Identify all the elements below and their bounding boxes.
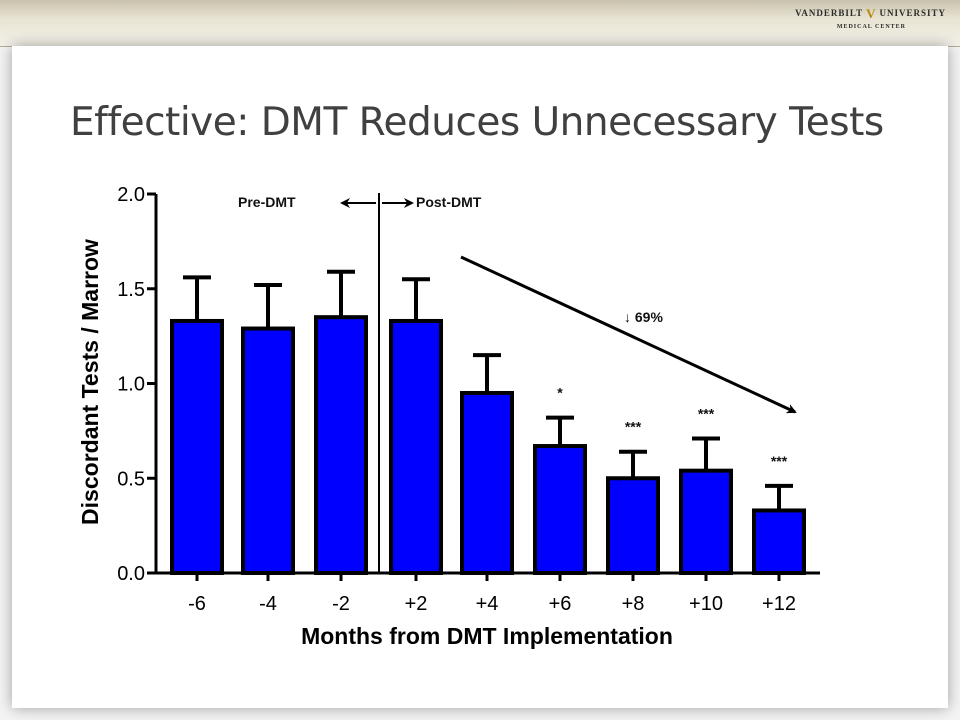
axes-layer: -6 -4 -2 +2 +4 +6 +8 +10 +12 0.0 0.5 1.0 1.5 2.0 <box>117 184 820 615</box>
x-tick-label-8: +12 <box>762 593 796 615</box>
x-tick-label-6: +8 <box>622 593 645 615</box>
x-tick-label-3: +2 <box>405 593 428 615</box>
logo-text-left: VANDERBILT <box>795 8 864 18</box>
logo-text-right: UNIVERSITY <box>879 8 946 18</box>
y-tick-label-4: 2.0 <box>117 184 145 206</box>
post-dmt-label: Post-DMT <box>416 194 482 210</box>
y-tick-label-2: 1.0 <box>117 374 145 396</box>
bar-5 <box>533 444 587 575</box>
vanderbilt-logo: VANDERBILT V UNIVERSITY MEDICAL CENTER <box>795 6 946 30</box>
logo-subtext: MEDICAL CENTER <box>836 24 906 30</box>
bar-4 <box>460 390 514 575</box>
slide-title: Effective: DMT Reduces Unnecessary Tests <box>70 100 884 145</box>
significance-label-6: *** <box>625 419 642 435</box>
bar-8 <box>752 508 806 575</box>
x-tick-label-1: -4 <box>259 593 277 615</box>
bar-3 <box>389 318 443 575</box>
x-tick-label-7: +10 <box>689 593 723 615</box>
bar-7 <box>679 468 733 576</box>
x-tick-label-4: +4 <box>476 593 499 615</box>
trend-label: ↓ 69% <box>624 309 663 325</box>
bar-2 <box>314 315 368 575</box>
annotation-layer: ********** <box>340 193 797 573</box>
trend-arrow <box>460 255 797 414</box>
x-tick-label-2: -2 <box>332 593 350 615</box>
bar-1 <box>241 326 295 576</box>
significance-label-7: *** <box>698 405 715 421</box>
logo-v-icon: V <box>866 6 877 21</box>
bar-0 <box>170 318 224 575</box>
slide-content-area <box>12 46 948 708</box>
y-tick-label-0: 0.0 <box>117 563 145 585</box>
significance-label-5: * <box>557 385 563 401</box>
pre-dmt-label: Pre-DMT <box>238 194 296 210</box>
bar-6 <box>606 476 660 575</box>
y-tick-label-3: 1.5 <box>117 279 145 301</box>
bars-layer <box>170 269 806 576</box>
y-tick-label-1: 0.5 <box>117 468 145 490</box>
x-axis-title: Months from DMT Implementation <box>301 623 673 649</box>
significance-label-8: *** <box>771 453 788 469</box>
x-tick-label-0: -6 <box>188 593 206 615</box>
x-tick-label-5: +6 <box>549 593 572 615</box>
y-axis-title: Discordant Tests / Marrow <box>77 239 103 525</box>
